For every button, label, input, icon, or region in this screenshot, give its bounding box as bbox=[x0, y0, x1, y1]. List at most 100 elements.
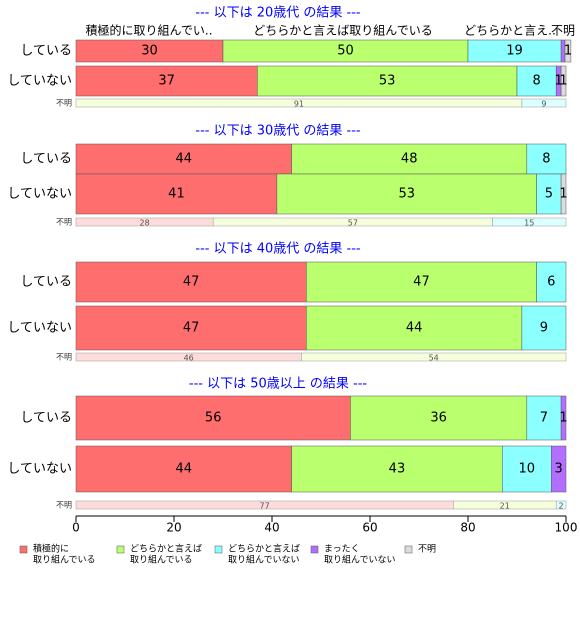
unknown-value-label: 9 bbox=[541, 100, 546, 109]
row-label: している bbox=[20, 152, 72, 167]
data-label: 9 bbox=[540, 321, 548, 336]
row-label: していない bbox=[7, 462, 72, 477]
bar-segment bbox=[536, 173, 562, 215]
data-label: 1 bbox=[564, 44, 572, 59]
bar-segment bbox=[502, 445, 552, 493]
data-label: 10 bbox=[519, 462, 536, 477]
bar-segment bbox=[350, 395, 528, 441]
data-label: 7 bbox=[540, 411, 548, 426]
data-label: 47 bbox=[183, 275, 200, 290]
unknown-segment bbox=[521, 98, 567, 108]
group-title: --- 以下は 30歳代 の結果 --- bbox=[195, 124, 361, 139]
unknown-segment bbox=[301, 352, 567, 362]
header-label: どちらかと言えば取り組んでいる bbox=[253, 24, 432, 38]
data-label: 8 bbox=[542, 152, 550, 167]
bar-segment bbox=[291, 143, 528, 175]
unknown-value-label: 77 bbox=[260, 502, 270, 511]
unknown-value-label: 21 bbox=[500, 502, 510, 511]
unknown-value-label: 91 bbox=[294, 100, 304, 109]
legend-label: 積極的に bbox=[33, 543, 69, 555]
group-title: --- 以下は 20歳代 の結果 --- bbox=[195, 6, 361, 21]
unknown-label: 不明 bbox=[56, 218, 72, 227]
bar-segment bbox=[560, 173, 567, 215]
unknown-value-label: 54 bbox=[429, 354, 439, 363]
data-label: 53 bbox=[379, 74, 396, 89]
bar-segment bbox=[291, 445, 503, 493]
unknown-segment bbox=[492, 217, 567, 227]
bar-segment bbox=[521, 305, 567, 351]
data-label: 53 bbox=[398, 187, 415, 202]
data-label: 1 bbox=[559, 411, 567, 426]
x-tick-label: 20 bbox=[166, 521, 181, 535]
x-tick-label: 60 bbox=[362, 521, 377, 535]
row-label: していない bbox=[7, 321, 72, 336]
unknown-label: 不明 bbox=[56, 353, 72, 362]
data-label: 47 bbox=[413, 275, 430, 290]
data-label: 30 bbox=[141, 44, 158, 59]
row-label: していない bbox=[7, 187, 72, 202]
bar-segment bbox=[75, 261, 307, 303]
bar-segment bbox=[560, 395, 567, 441]
legend-swatch bbox=[214, 545, 223, 554]
bar-segment bbox=[75, 305, 307, 351]
unknown-value-label: 28 bbox=[140, 219, 150, 228]
legend-label: まったく bbox=[324, 544, 360, 555]
bar-segment bbox=[526, 395, 562, 441]
row-label: している bbox=[20, 411, 72, 426]
header-label: 不明 bbox=[551, 24, 575, 38]
data-label: 19 bbox=[506, 44, 523, 59]
legend-swatch bbox=[19, 545, 28, 554]
legend-label: どちらかと言えば bbox=[130, 543, 202, 555]
data-label: 56 bbox=[205, 411, 222, 426]
row-label: していない bbox=[7, 74, 72, 89]
bar-segment bbox=[306, 305, 523, 351]
data-label: 44 bbox=[176, 462, 193, 477]
data-label: 1 bbox=[555, 74, 563, 89]
bar-segment bbox=[276, 173, 537, 215]
legend-swatch bbox=[116, 545, 125, 554]
bar-segment bbox=[560, 65, 567, 97]
data-label: 37 bbox=[158, 74, 175, 89]
legend-label: 取り組んでいない bbox=[228, 554, 300, 566]
bar-segment bbox=[536, 261, 567, 303]
group-title: --- 以下は 50歳以上 の結果 --- bbox=[189, 377, 368, 392]
x-tick-label: 40 bbox=[264, 521, 279, 535]
legend-label: 取り組んでいる bbox=[33, 554, 96, 566]
data-label: 5 bbox=[545, 187, 553, 202]
header-label: どちらかと言え.. bbox=[464, 24, 556, 38]
x-tick-label: 0 bbox=[72, 521, 80, 535]
bar-segment bbox=[75, 173, 278, 215]
unknown-label: 不明 bbox=[56, 501, 72, 510]
row-label: している bbox=[20, 44, 72, 59]
unknown-label: 不明 bbox=[56, 99, 72, 108]
group-title: --- 以下は 40歳代 の結果 --- bbox=[195, 242, 361, 257]
row-label: している bbox=[20, 275, 72, 290]
legend-label: 不明 bbox=[418, 544, 436, 555]
data-label: 6 bbox=[547, 275, 555, 290]
bar-segment bbox=[306, 261, 537, 303]
data-label: 41 bbox=[168, 187, 185, 202]
data-label: 1 bbox=[559, 74, 567, 89]
unknown-value-label: 2 bbox=[559, 502, 564, 511]
unknown-value-label: 15 bbox=[524, 219, 534, 228]
data-label: 50 bbox=[337, 44, 354, 59]
unknown-value-label: 57 bbox=[348, 219, 358, 228]
x-tick-label: 80 bbox=[460, 521, 475, 535]
bar-segment bbox=[564, 39, 572, 63]
data-label: 1 bbox=[559, 187, 567, 202]
data-label: 48 bbox=[401, 152, 418, 167]
legend-swatch bbox=[404, 545, 413, 554]
data-label: 44 bbox=[176, 152, 193, 167]
legend-label: 取り組んでいない bbox=[324, 554, 396, 566]
data-label: 47 bbox=[183, 321, 200, 336]
legend-label: どちらかと言えば bbox=[228, 543, 300, 555]
bar-segment bbox=[526, 143, 567, 175]
legend-swatch bbox=[310, 545, 319, 554]
bar-segment bbox=[75, 445, 292, 493]
unknown-value-label: 46 bbox=[184, 354, 194, 363]
header-label: 積極的に取り組んでい.. bbox=[85, 23, 212, 38]
data-label: 44 bbox=[406, 321, 423, 336]
bar-segment bbox=[257, 65, 518, 97]
data-label: 43 bbox=[389, 462, 406, 477]
